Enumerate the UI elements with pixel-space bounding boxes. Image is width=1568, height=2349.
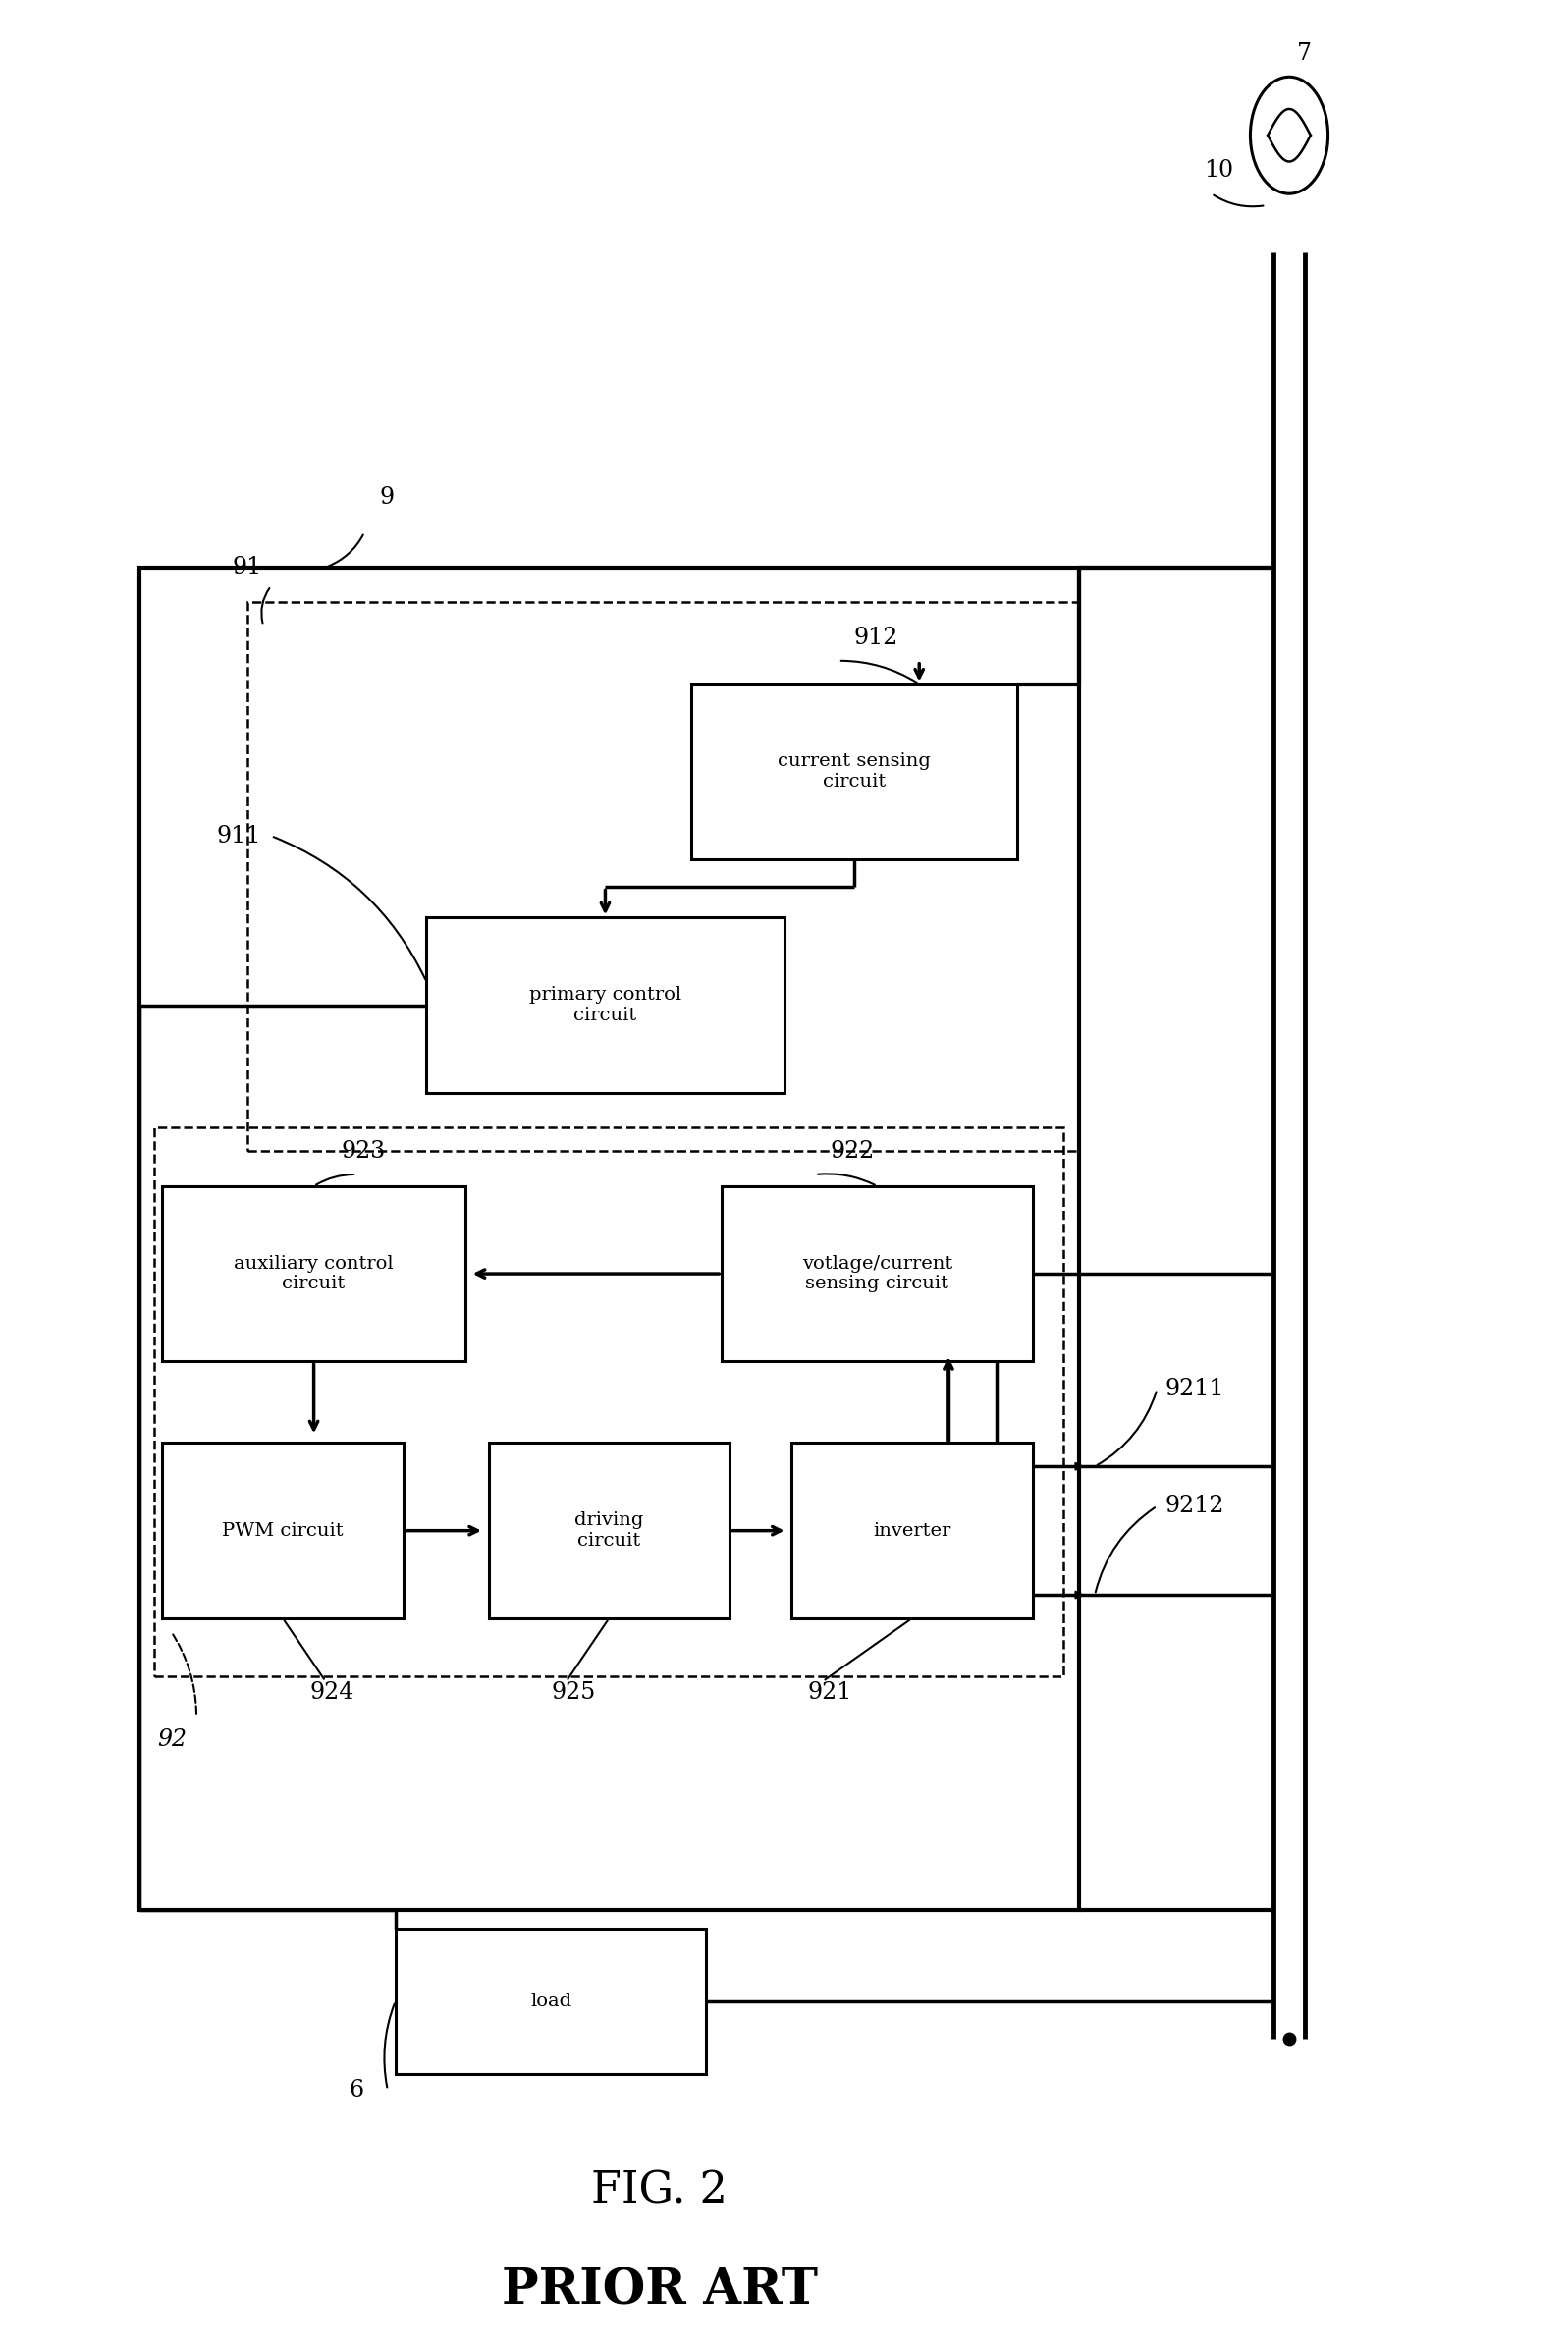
FancyBboxPatch shape xyxy=(792,1442,1033,1618)
FancyBboxPatch shape xyxy=(162,1186,466,1362)
FancyBboxPatch shape xyxy=(691,684,1018,860)
FancyBboxPatch shape xyxy=(721,1186,1033,1362)
Text: 9: 9 xyxy=(379,486,395,507)
Text: 921: 921 xyxy=(808,1682,851,1705)
Text: 911: 911 xyxy=(216,824,262,848)
FancyBboxPatch shape xyxy=(162,1442,403,1618)
Text: 922: 922 xyxy=(831,1139,875,1163)
Text: primary control
circuit: primary control circuit xyxy=(528,987,682,1024)
Text: 10: 10 xyxy=(1204,160,1234,181)
Text: driving
circuit: driving circuit xyxy=(574,1513,644,1550)
Text: 9211: 9211 xyxy=(1165,1379,1225,1400)
Text: inverter: inverter xyxy=(873,1522,952,1539)
FancyBboxPatch shape xyxy=(489,1442,729,1618)
Text: 925: 925 xyxy=(550,1682,596,1705)
Text: auxiliary control
circuit: auxiliary control circuit xyxy=(234,1254,394,1292)
Text: 6: 6 xyxy=(348,2079,364,2102)
Text: FIG. 2: FIG. 2 xyxy=(591,2168,728,2210)
Text: 912: 912 xyxy=(855,627,898,648)
Text: 7: 7 xyxy=(1297,42,1312,66)
FancyBboxPatch shape xyxy=(426,918,784,1092)
FancyBboxPatch shape xyxy=(395,1929,706,2074)
Text: 92: 92 xyxy=(158,1729,187,1750)
Text: load: load xyxy=(530,1992,571,2011)
Text: PRIOR ART: PRIOR ART xyxy=(502,2267,818,2314)
Text: 91: 91 xyxy=(232,557,262,578)
Text: 9212: 9212 xyxy=(1165,1494,1225,1517)
Text: current sensing
circuit: current sensing circuit xyxy=(778,752,930,792)
Text: votlage/current
sensing circuit: votlage/current sensing circuit xyxy=(801,1254,952,1292)
FancyBboxPatch shape xyxy=(140,568,1079,1910)
Text: 923: 923 xyxy=(340,1139,386,1163)
Text: PWM circuit: PWM circuit xyxy=(223,1522,343,1539)
Text: 924: 924 xyxy=(310,1682,354,1705)
